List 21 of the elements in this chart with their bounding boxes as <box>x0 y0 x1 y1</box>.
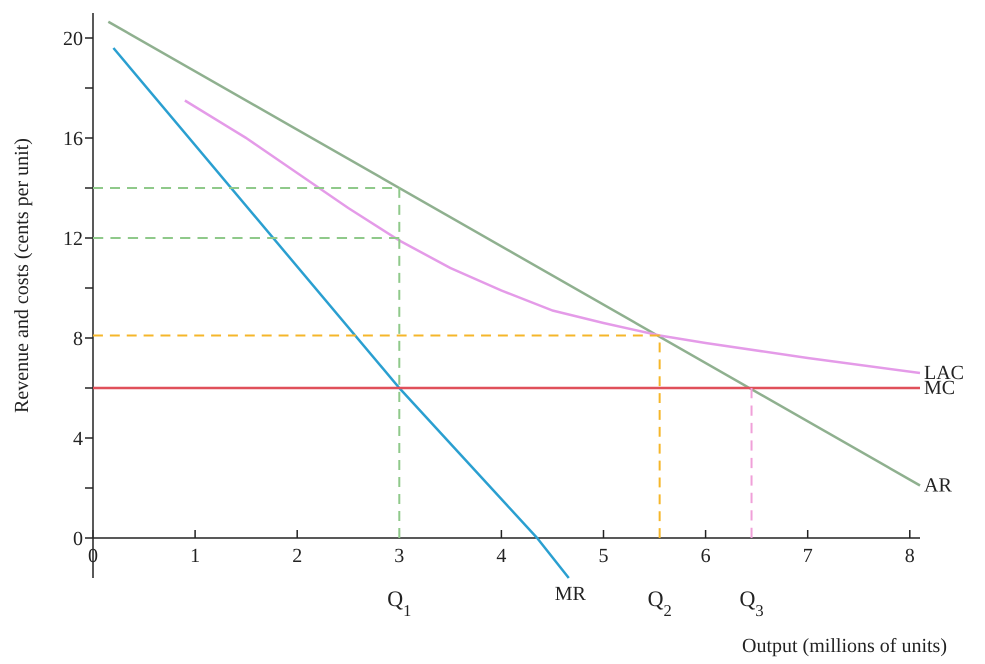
annotation: Q$_{2}$ <box>648 586 672 620</box>
x-tick-label: 8 <box>904 545 915 567</box>
y-axis-title: Revenue and costs (cents per unit) <box>11 138 33 413</box>
x-axis-title: Output (millions of units) <box>742 635 947 657</box>
x-tick-label: 7 <box>802 545 813 567</box>
y-tick-label: 16 <box>63 128 83 150</box>
series-label: MR <box>554 583 587 605</box>
y-tick-label: 4 <box>73 428 83 450</box>
annotation: Q$_{1}$ <box>387 586 412 620</box>
annotation: Q$_{3}$ <box>739 586 764 620</box>
x-tick-label: 5 <box>598 545 608 567</box>
y-tick-label: 0 <box>73 528 83 550</box>
x-tick-label: 3 <box>394 545 404 567</box>
y-tick-label: 20 <box>63 28 83 50</box>
y-tick-label: 12 <box>63 228 83 250</box>
x-tick-label: 1 <box>190 545 200 567</box>
y-tick-label: 8 <box>73 328 83 350</box>
x-tick-label: 6 <box>700 545 711 567</box>
x-tick-label: 2 <box>292 545 302 567</box>
x-tick-label: 4 <box>496 545 506 567</box>
series-label: AR <box>924 474 952 496</box>
